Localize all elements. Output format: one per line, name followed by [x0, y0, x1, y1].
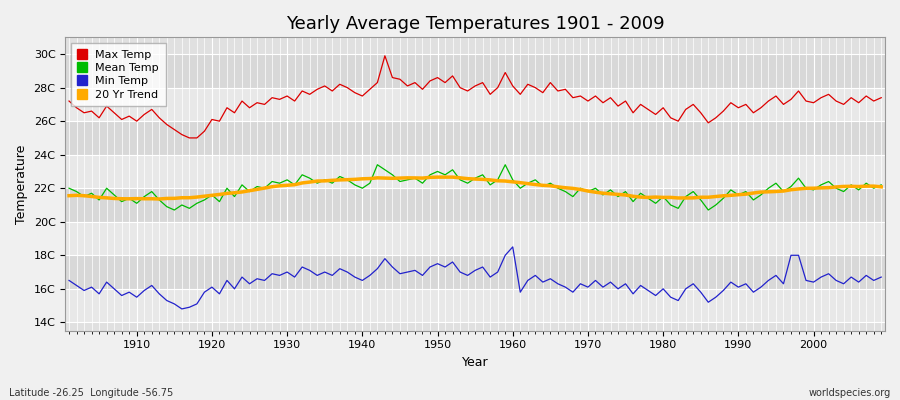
Bar: [66, 188, 885, 222]
Title: Yearly Average Temperatures 1901 - 2009: Yearly Average Temperatures 1901 - 2009: [286, 15, 664, 33]
Bar: [66, 255, 885, 289]
Bar: [66, 222, 885, 255]
X-axis label: Year: Year: [462, 356, 489, 369]
Bar: [66, 121, 885, 155]
Y-axis label: Temperature: Temperature: [15, 144, 28, 224]
Legend: Max Temp, Mean Temp, Min Temp, 20 Yr Trend: Max Temp, Mean Temp, Min Temp, 20 Yr Tre…: [71, 43, 166, 106]
Text: Latitude -26.25  Longitude -56.75: Latitude -26.25 Longitude -56.75: [9, 388, 173, 398]
Bar: [66, 88, 885, 121]
Bar: [66, 155, 885, 188]
Bar: [66, 289, 885, 322]
Bar: [66, 54, 885, 88]
Text: worldspecies.org: worldspecies.org: [809, 388, 891, 398]
